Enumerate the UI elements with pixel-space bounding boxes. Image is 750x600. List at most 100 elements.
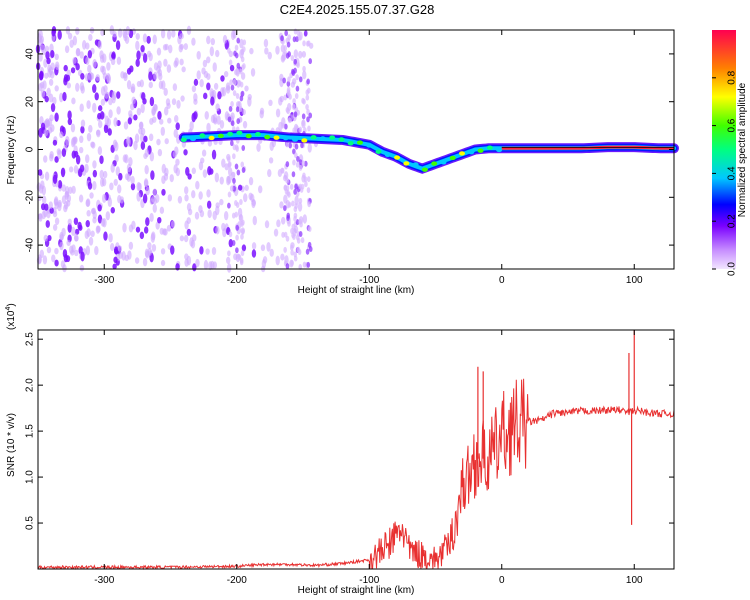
noise-speckle <box>49 114 54 122</box>
noise-speckle <box>280 122 285 129</box>
noise-speckle <box>67 110 72 120</box>
noise-speckle <box>167 194 173 202</box>
noise-speckle <box>166 224 172 232</box>
noise-speckle <box>97 204 102 212</box>
noise-speckle <box>269 248 274 257</box>
noise-speckle <box>232 177 236 184</box>
noise-speckle <box>143 226 149 234</box>
noise-speckle <box>164 106 169 116</box>
colorbar-tick-label: 0.8 <box>727 70 738 84</box>
noise-speckle <box>148 71 153 81</box>
noise-speckle <box>243 193 248 203</box>
noise-speckle <box>252 215 257 226</box>
noise-speckle <box>259 107 265 115</box>
noise-speckle <box>226 175 232 184</box>
colorbar: 0.0 0.2 0.4 0.6 0.8 Normalized spectral ampl… <box>712 30 748 276</box>
noise-speckle <box>302 70 307 80</box>
snr-spikes <box>477 330 635 525</box>
noise-speckle <box>60 167 66 178</box>
noise-speckle <box>241 219 245 226</box>
noise-speckle <box>65 74 71 82</box>
noise-speckle <box>266 241 271 252</box>
noise-speckle <box>285 263 290 270</box>
noise-speckle <box>51 28 56 37</box>
noise-speckle <box>302 214 308 224</box>
snr-frame <box>37 329 675 570</box>
noise-speckle <box>240 90 245 97</box>
noise-speckle <box>111 94 116 104</box>
ridge-blob <box>236 130 243 136</box>
noise-speckle <box>47 235 52 242</box>
noise-speckle <box>103 231 108 241</box>
noise-speckle <box>286 41 291 48</box>
noise-speckle <box>54 61 60 71</box>
noise-speckle <box>150 233 156 243</box>
noise-speckle <box>75 82 80 92</box>
noise-speckle <box>147 242 152 250</box>
noise-speckle <box>281 55 285 62</box>
noise-speckle <box>306 78 310 85</box>
noise-speckle <box>107 128 112 136</box>
noise-speckle <box>195 258 200 268</box>
noise-speckle <box>175 122 180 131</box>
noise-speckle <box>302 98 306 105</box>
noise-speckle <box>199 246 204 255</box>
noise-speckle <box>248 192 253 201</box>
ridge-blob <box>459 151 465 156</box>
noise-speckle <box>70 67 76 74</box>
noise-speckle <box>289 183 294 190</box>
noise-speckle <box>229 79 233 86</box>
noise-speckle <box>39 249 45 259</box>
noise-speckle <box>100 28 105 37</box>
noise-speckle <box>148 133 154 142</box>
noise-speckle <box>140 44 145 53</box>
noise-speckle <box>262 256 268 264</box>
noise-speckle <box>80 85 85 94</box>
ridge-blob <box>496 147 503 153</box>
noise-speckle <box>307 241 312 248</box>
noise-speckle <box>275 255 280 266</box>
noise-speckle <box>292 127 296 134</box>
noise-speckle <box>296 156 300 163</box>
y-tick-label: 0 <box>25 146 36 152</box>
noise-speckle <box>306 176 311 183</box>
noise-speckle <box>133 114 138 121</box>
noise-speckle <box>69 245 74 254</box>
noise-speckle <box>292 36 297 43</box>
noise-speckle <box>80 119 86 128</box>
noise-speckle <box>236 253 241 260</box>
noise-speckle <box>136 191 141 202</box>
ridge-blob <box>412 162 419 167</box>
noise-speckle <box>75 154 81 165</box>
noise-speckle <box>65 135 70 146</box>
ridge-blob <box>301 138 308 143</box>
noise-speckle <box>285 235 290 242</box>
noise-speckle <box>78 168 83 178</box>
noise-speckle <box>135 58 140 67</box>
noise-speckle <box>88 71 93 82</box>
ridge-blob <box>227 131 234 137</box>
noise-speckle <box>283 184 288 191</box>
noise-speckle <box>193 92 198 102</box>
noise-speckle <box>90 230 95 238</box>
noise-speckle <box>241 167 246 174</box>
noise-speckle <box>160 259 166 267</box>
noise-speckle <box>200 157 205 164</box>
ridge-blob <box>273 135 280 140</box>
noise-speckle <box>232 90 237 97</box>
noise-speckle <box>59 241 64 251</box>
noise-speckle <box>251 198 256 209</box>
noise-speckle <box>235 68 240 75</box>
noise-speckle <box>307 125 311 132</box>
noise-speckle <box>172 150 178 158</box>
noise-speckle <box>306 187 311 194</box>
noise-speckle <box>207 209 212 219</box>
y-tick-label: -40 <box>25 237 36 252</box>
noise-speckle <box>163 87 168 96</box>
noise-speckle <box>39 70 44 80</box>
ridge-blob <box>264 134 271 140</box>
noise-speckle <box>297 202 303 212</box>
noise-speckle <box>84 73 90 81</box>
noise-speckle <box>71 226 76 236</box>
noise-speckle <box>58 92 64 103</box>
